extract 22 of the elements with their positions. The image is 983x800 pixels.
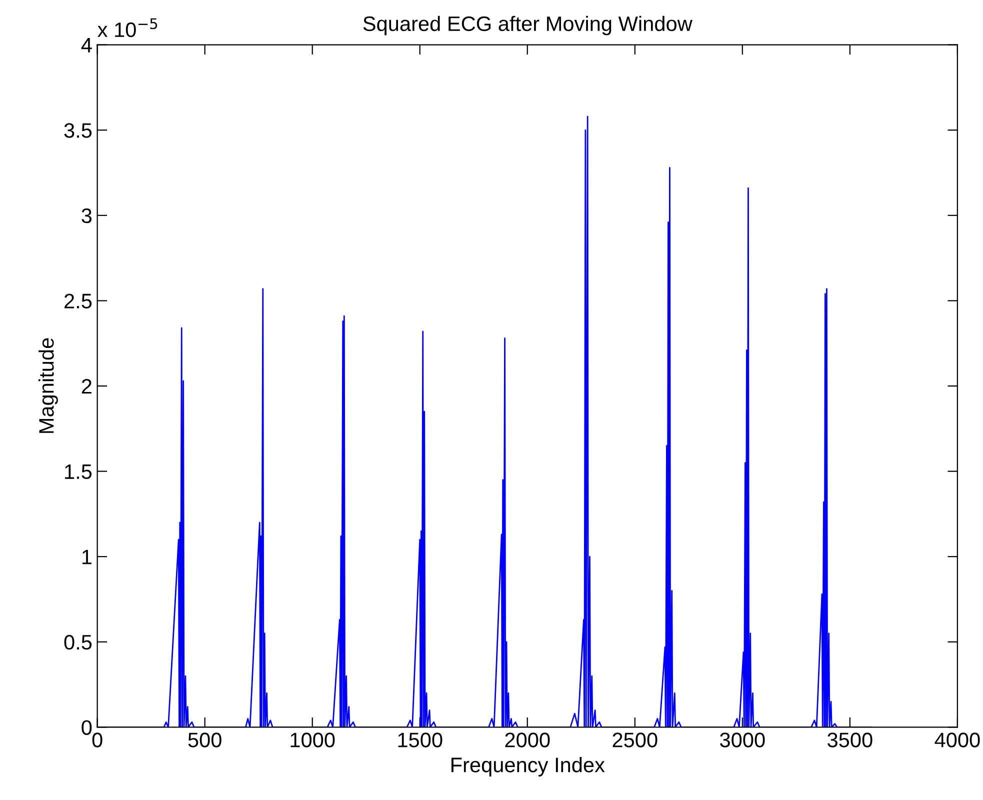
y-tick-label: 0: [82, 720, 92, 735]
y-tick-label: 3.5: [64, 123, 92, 138]
chart-title: Squared ECG after Moving Window: [363, 16, 692, 36]
y-tick-label: 4: [81, 38, 92, 52]
x-tick-label: 3000: [720, 732, 765, 748]
y-tick-label: 1.5: [65, 464, 92, 480]
x-tick-label: 500: [188, 732, 222, 748]
x-tick-label: 1500: [398, 732, 442, 748]
x-tick-label: 1000: [290, 732, 335, 748]
x-tick-label: 2000: [505, 732, 550, 748]
y-tick-label: 3: [82, 208, 92, 224]
y-tick-label: 1: [82, 550, 92, 564]
y-tick-label: 0.5: [64, 634, 92, 650]
text: x 10$^{−5}$: [98, 18, 158, 38]
y-tick-label: 2.5: [64, 294, 92, 308]
x-tick-label: 3500: [828, 732, 872, 748]
y-tick-label: 2: [82, 379, 92, 394]
x-tick-label: 4000: [934, 732, 980, 748]
x-tick-label: 2500: [612, 732, 658, 748]
x-axis-title: Frequency Index: [452, 757, 605, 776]
x-tick-label: 0: [92, 732, 102, 748]
y-axis-title: Magnitude: [38, 338, 58, 433]
